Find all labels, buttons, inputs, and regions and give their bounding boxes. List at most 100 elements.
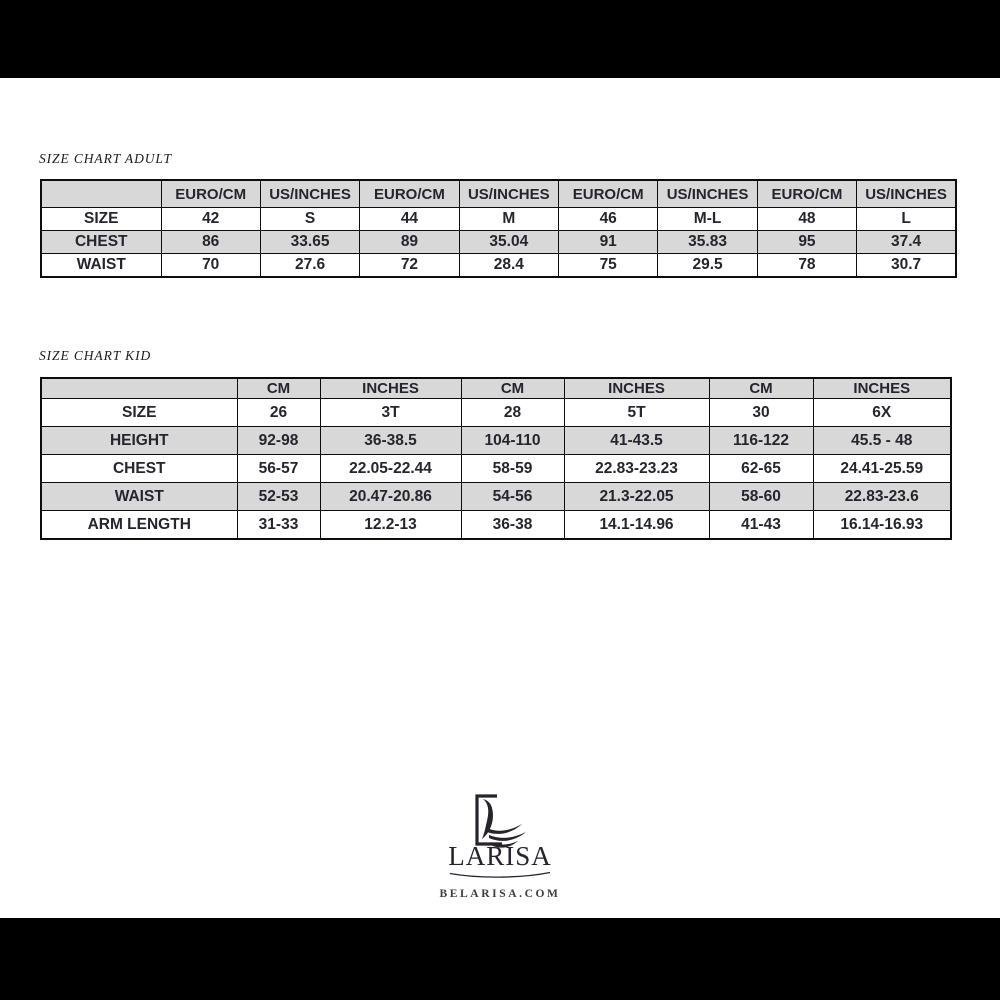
cell: S (259, 207, 361, 231)
cell: 30.7 (856, 253, 957, 278)
cell: 48 (756, 207, 858, 231)
brand-website: BELARISA.COM (439, 888, 561, 900)
cell: 62-65 (708, 454, 814, 483)
cell: 92-98 (236, 426, 321, 455)
cell: 22.83-23.23 (563, 454, 710, 483)
table-row: CHEST 86 33.65 89 35.04 91 35.83 95 37.4 (40, 230, 957, 254)
adult-chart-title: SIZE CHART ADULT (39, 151, 172, 166)
cell: 6X (812, 398, 952, 427)
brand-wordmark: LARISA (448, 841, 552, 871)
header-cell: INCHES (319, 377, 462, 399)
header-cell: INCHES (812, 377, 952, 399)
table-row: HEIGHT 92-98 36-38.5 104-110 41-43.5 116… (40, 426, 952, 455)
header-cell: US/INCHES (259, 179, 361, 208)
cell: 29.5 (657, 253, 758, 278)
cell: M-L (657, 207, 758, 231)
cell: 36-38.5 (319, 426, 462, 455)
cell: 42 (160, 207, 261, 231)
cell: 75 (557, 253, 659, 278)
cell: 30 (708, 398, 814, 427)
cell: 95 (756, 230, 858, 254)
row-label: CHEST (40, 230, 162, 254)
cell: 36-38 (460, 510, 565, 540)
header-cell: INCHES (563, 377, 710, 399)
cell: 14.1-14.96 (563, 510, 710, 540)
cell: 5T (563, 398, 710, 427)
cell: 12.2-13 (319, 510, 462, 540)
header-cell: CM (236, 377, 321, 399)
cell: 31-33 (236, 510, 321, 540)
cell: 16.14-16.93 (812, 510, 952, 540)
header-cell: EURO/CM (557, 179, 659, 208)
cell: 22.83-23.6 (812, 482, 952, 511)
cell: 104-110 (460, 426, 565, 455)
row-label: ARM LENGTH (40, 510, 238, 540)
header-cell: US/INCHES (657, 179, 758, 208)
adult-size-table: EURO/CM US/INCHES EURO/CM US/INCHES EURO… (40, 179, 957, 278)
cell: 91 (557, 230, 659, 254)
header-cell (40, 377, 238, 399)
row-label: HEIGHT (40, 426, 238, 455)
table-row: WAIST 70 27.6 72 28.4 75 29.5 78 30.7 (40, 253, 957, 278)
cell: 41-43 (708, 510, 814, 540)
cell: 78 (756, 253, 858, 278)
brand-logo: LARISA BELARISA.COM (0, 792, 1000, 900)
cell: 58-59 (460, 454, 565, 483)
cell: 89 (359, 230, 460, 254)
cell: 70 (160, 253, 261, 278)
cell: M (458, 207, 560, 231)
cell: 33.65 (259, 230, 361, 254)
header-cell: EURO/CM (756, 179, 858, 208)
cell: 26 (236, 398, 321, 427)
header-cell: CM (708, 377, 814, 399)
letterbox-top-bar (0, 0, 1000, 78)
wordmark-underline-swash (449, 871, 551, 878)
header-cell: CM (460, 377, 565, 399)
row-label: SIZE (40, 207, 162, 231)
kid-size-table: CM INCHES CM INCHES CM INCHES SIZE 26 3T… (40, 377, 952, 540)
cell: 3T (319, 398, 462, 427)
cell: 28 (460, 398, 565, 427)
table-row: ARM LENGTH 31-33 12.2-13 36-38 14.1-14.9… (40, 510, 952, 540)
cell: 37.4 (856, 230, 957, 254)
cell: 116-122 (708, 426, 814, 455)
larisa-l-icon (0, 792, 1000, 852)
header-cell: US/INCHES (458, 179, 560, 208)
cell: L (856, 207, 957, 231)
table-row: SIZE 26 3T 28 5T 30 6X (40, 398, 952, 427)
header-cell (40, 179, 162, 208)
cell: 44 (359, 207, 460, 231)
cell: 46 (557, 207, 659, 231)
cell: 72 (359, 253, 460, 278)
kid-chart-title: SIZE CHART KID (39, 348, 152, 363)
kid-header-row: CM INCHES CM INCHES CM INCHES (40, 377, 952, 399)
cell: 28.4 (458, 253, 560, 278)
table-row: CHEST 56-57 22.05-22.44 58-59 22.83-23.2… (40, 454, 952, 483)
cell: 56-57 (236, 454, 321, 483)
row-label: WAIST (40, 482, 238, 511)
cell: 35.04 (458, 230, 560, 254)
header-cell: EURO/CM (160, 179, 261, 208)
cell: 86 (160, 230, 261, 254)
row-label: WAIST (40, 253, 162, 278)
cell: 35.83 (657, 230, 758, 254)
cell: 45.5 - 48 (812, 426, 952, 455)
table-row: WAIST 52-53 20.47-20.86 54-56 21.3-22.05… (40, 482, 952, 511)
row-label: CHEST (40, 454, 238, 483)
cell: 22.05-22.44 (319, 454, 462, 483)
cell: 52-53 (236, 482, 321, 511)
letterbox-bottom-bar (0, 918, 1000, 1000)
adult-header-row: EURO/CM US/INCHES EURO/CM US/INCHES EURO… (40, 179, 957, 208)
header-cell: US/INCHES (856, 179, 957, 208)
cell: 58-60 (708, 482, 814, 511)
cell: 20.47-20.86 (319, 482, 462, 511)
cell: 41-43.5 (563, 426, 710, 455)
cell: 27.6 (259, 253, 361, 278)
cell: 54-56 (460, 482, 565, 511)
cell: 24.41-25.59 (812, 454, 952, 483)
header-cell: EURO/CM (359, 179, 460, 208)
row-label: SIZE (40, 398, 238, 427)
table-row: SIZE 42 S 44 M 46 M-L 48 L (40, 207, 957, 231)
cell: 21.3-22.05 (563, 482, 710, 511)
